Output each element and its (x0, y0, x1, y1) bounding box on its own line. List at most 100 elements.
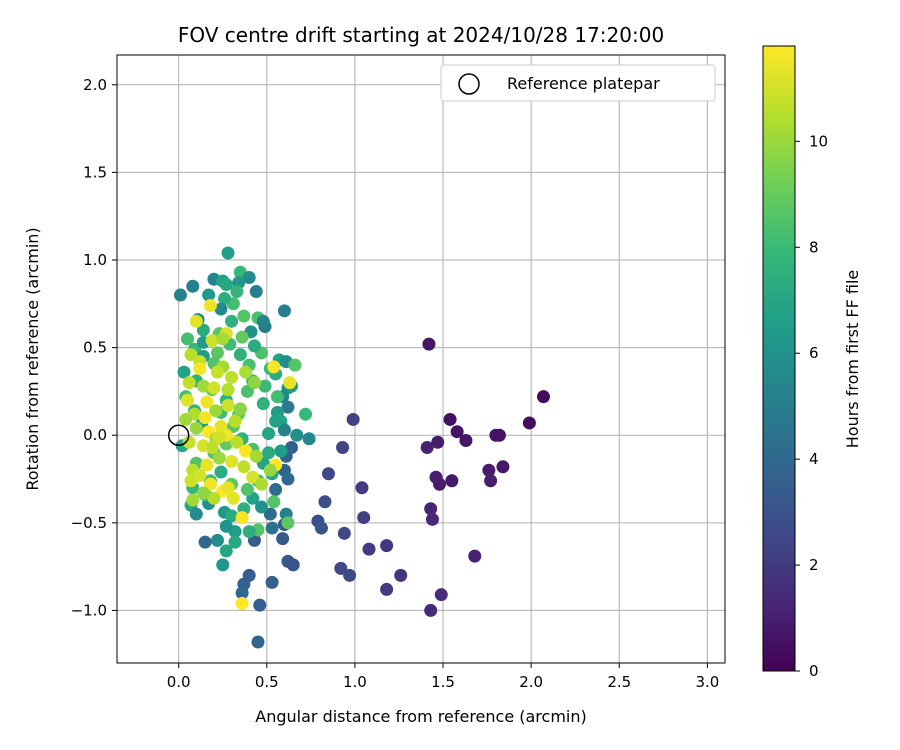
scatter-point (177, 365, 191, 379)
scatter-point (424, 603, 438, 617)
scatter-point (189, 507, 203, 521)
y-axis-ticks: −1.0 −0.5 0.0 0.5 1.0 1.5 2.0 (71, 76, 117, 619)
colorbar (762, 45, 796, 672)
scatter-point (230, 435, 244, 449)
scatter-point (182, 376, 196, 390)
legend-box (440, 64, 716, 102)
scatter-point (468, 549, 482, 563)
scatter-point (225, 509, 239, 523)
scatter-point (249, 449, 263, 463)
scatter-point (380, 582, 394, 596)
legend-entry-label: Reference platepar (507, 74, 660, 93)
x-tick-label: 0.5 (255, 673, 279, 691)
scatter-point (362, 542, 376, 556)
scatter-point (180, 393, 194, 407)
scatter-point (262, 426, 276, 440)
scatter-point (200, 458, 214, 472)
scatter-point (274, 444, 288, 458)
scatter-point (218, 292, 232, 306)
scatter-point (242, 271, 256, 285)
scatter-point (299, 407, 313, 421)
scatter-point (205, 440, 219, 454)
x-axis-label: Angular distance from reference (arcmin) (255, 707, 586, 726)
scatter-point (225, 370, 239, 384)
scatter-point (212, 430, 226, 444)
scatter-point (489, 428, 503, 442)
scatter-point (249, 285, 263, 299)
colorbar-label: Hours from first FF file (843, 270, 862, 449)
scatter-point (433, 477, 447, 491)
y-tick-label: 2.0 (83, 76, 107, 94)
y-axis-label: Rotation from reference (arcmin) (23, 227, 42, 490)
scatter-point (203, 477, 217, 491)
scatter-point (337, 526, 351, 540)
scatter-point (235, 330, 249, 344)
scatter-point (318, 495, 332, 509)
scatter-point (186, 279, 200, 293)
scatter-point (212, 451, 226, 465)
scatter-point (203, 299, 217, 313)
scatter-point (267, 495, 281, 509)
scatter-point (226, 491, 240, 505)
reference-point (167, 424, 190, 446)
scatter-point (283, 376, 297, 390)
scatter-point (209, 404, 223, 418)
scatter-point (235, 596, 249, 610)
scatter-point (334, 561, 348, 575)
scatter-point (219, 544, 233, 558)
scatter-point (193, 469, 207, 483)
scatter-point (221, 398, 235, 412)
colorbar-ticks: 0 2 4 6 8 10 (795, 132, 828, 680)
scatter-point (422, 337, 436, 351)
colorbar-tick-label: 0 (809, 662, 819, 680)
scatter-point (189, 314, 203, 328)
scatter-point (207, 381, 221, 395)
scatter-point (240, 384, 254, 398)
scatter-point (221, 383, 235, 397)
scatter-point (237, 460, 251, 474)
scatter-point (219, 519, 233, 533)
scatter-point (269, 414, 283, 428)
scatter-point (247, 339, 261, 353)
scatter-point (314, 521, 328, 535)
scatter-point (198, 411, 212, 425)
scatter-point (186, 493, 200, 507)
scatter-point (424, 502, 438, 516)
scatter-point (258, 379, 272, 393)
scatter-point (522, 416, 536, 430)
scatter-point (425, 512, 439, 526)
x-tick-label: 1.0 (343, 673, 367, 691)
scatter-point (235, 586, 249, 600)
scatter-point (445, 474, 459, 488)
scatter-point (253, 598, 267, 612)
scatter-point (277, 423, 291, 437)
grid-lines (117, 55, 725, 663)
scatter-point (198, 535, 212, 549)
scatter-point (263, 463, 277, 477)
scatter-point (276, 532, 290, 546)
scatter-point (210, 533, 224, 547)
scatter-point (246, 470, 260, 484)
scatter-point (256, 397, 270, 411)
scatter-point (265, 575, 279, 589)
scatter-point (267, 360, 281, 374)
scatter-point (380, 539, 394, 553)
scatter-point (200, 395, 214, 409)
scatter-point (450, 425, 464, 439)
scatter-point (240, 483, 254, 497)
scatter-point (207, 491, 221, 505)
scatter-point (496, 460, 510, 474)
y-tick-label: −0.5 (71, 514, 107, 532)
legend-marker (458, 73, 480, 95)
scatter-point (336, 440, 350, 454)
scatter-point (196, 379, 210, 393)
scatter-point (281, 400, 295, 414)
scatter-point (221, 246, 235, 260)
scatter-point (196, 323, 210, 337)
scatter-point (321, 467, 335, 481)
scatter-point (262, 446, 276, 460)
scatter-point (235, 511, 249, 525)
scatter-point (202, 288, 216, 302)
scatter-point (219, 278, 233, 292)
scatter-point (346, 412, 360, 426)
